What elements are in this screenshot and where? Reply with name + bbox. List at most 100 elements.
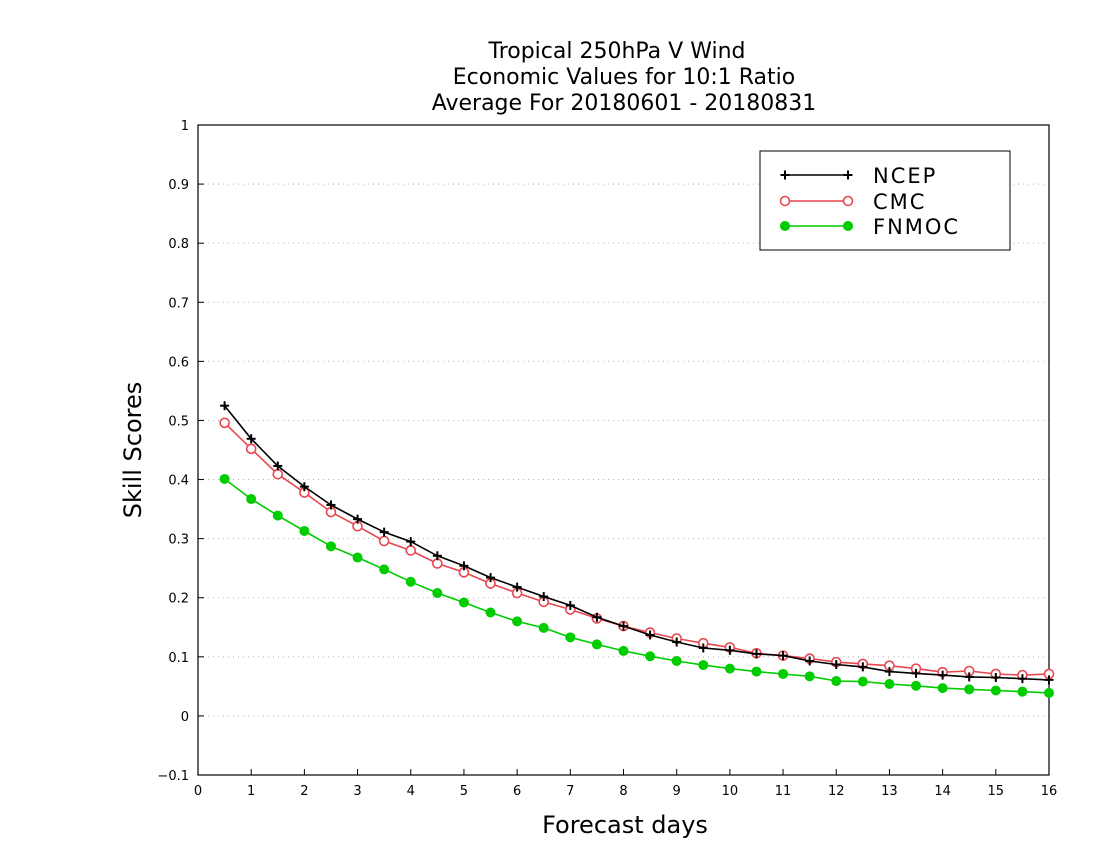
- data-point-ncep: [326, 500, 336, 510]
- data-point-fnmoc: [618, 645, 629, 656]
- data-point-ncep: [645, 630, 655, 640]
- data-point-ncep: [432, 551, 442, 561]
- data-point-fnmoc: [432, 588, 443, 598]
- data-point-fnmoc: [379, 564, 390, 575]
- x-tick-label: 16: [1041, 784, 1058, 799]
- data-point-ncep: [486, 573, 496, 583]
- y-tick-label: 0.2: [168, 592, 189, 607]
- x-tick-label: 7: [566, 784, 574, 799]
- legend-marker: [843, 221, 853, 231]
- chart-title-line-1: Tropical 250hPa V Wind: [487, 39, 745, 64]
- legend-item-ncep: NCEP: [780, 164, 937, 188]
- data-point-ncep: [938, 670, 948, 680]
- data-point-fnmoc: [671, 655, 682, 666]
- data-point-fnmoc: [538, 622, 549, 633]
- x-tick-label: 9: [673, 784, 681, 799]
- y-tick-label: 0.1: [168, 651, 189, 666]
- data-point-fnmoc: [458, 597, 469, 608]
- data-point-ncep: [991, 673, 1001, 682]
- x-tick-label: 4: [407, 784, 415, 799]
- x-tick-label: 12: [828, 784, 845, 799]
- data-point-fnmoc: [299, 525, 310, 536]
- data-point-ncep: [619, 621, 628, 631]
- data-point-ncep: [379, 527, 389, 537]
- data-point-ncep: [1017, 674, 1027, 684]
- data-point-ncep: [805, 656, 815, 666]
- grid-lines: [198, 183, 1049, 717]
- series-line-fnmoc: [224, 478, 1050, 694]
- legend-marker: [780, 221, 790, 231]
- data-point-ncep: [725, 645, 735, 655]
- x-tick-label: 3: [353, 784, 361, 799]
- data-point-cmc: [245, 443, 257, 455]
- data-point-cmc: [219, 417, 230, 429]
- series-line-ncep: [223, 405, 1050, 681]
- data-point-ncep: [964, 672, 974, 682]
- data-point-ncep: [592, 612, 602, 622]
- data-point-ncep: [831, 660, 841, 669]
- data-point-fnmoc: [778, 668, 789, 679]
- data-point-fnmoc: [751, 666, 762, 677]
- y-tick-label: 1: [181, 119, 189, 134]
- data-point-fnmoc: [512, 616, 523, 627]
- data-point-fnmoc: [724, 663, 735, 674]
- y-tick-label: 0.6: [168, 355, 189, 370]
- x-tick-label: 11: [775, 784, 792, 799]
- data-point-fnmoc: [964, 684, 975, 695]
- y-tick-label: 0.3: [168, 533, 189, 548]
- data-point-fnmoc: [884, 679, 895, 689]
- data-point-ncep: [406, 537, 416, 547]
- data-point-fnmoc: [1017, 686, 1028, 697]
- chart-title-line-2: Economic Values for 10:1 Ratio: [453, 65, 795, 90]
- data-point-fnmoc: [1044, 687, 1054, 698]
- data-point-fnmoc: [698, 660, 709, 671]
- data-point-fnmoc: [485, 607, 496, 618]
- data-point-fnmoc: [911, 680, 922, 691]
- chart-title-line-3: Average For 20180601 - 20180831: [432, 91, 817, 116]
- y-tick-label: 0.4: [168, 474, 189, 489]
- plot-frame: [197, 124, 1050, 776]
- data-point-fnmoc: [857, 676, 868, 687]
- x-tick-label: 8: [619, 784, 627, 799]
- data-point-ncep: [911, 668, 921, 678]
- data-point-fnmoc: [352, 552, 363, 563]
- data-point-fnmoc: [565, 632, 576, 643]
- data-point-ncep: [246, 434, 256, 444]
- data-point-fnmoc: [246, 494, 257, 505]
- data-point-fnmoc: [325, 541, 336, 552]
- x-tick-label: 10: [722, 784, 739, 799]
- legend-label-ncep: NCEP: [873, 164, 937, 188]
- y-tick-label: 0.8: [168, 237, 189, 252]
- x-axis-label: Forecast days: [542, 811, 708, 839]
- series-cmc: [219, 417, 1055, 681]
- x-tick-label: 6: [513, 784, 521, 799]
- data-point-fnmoc: [219, 473, 230, 484]
- data-point-ncep: [751, 649, 761, 659]
- legend-label-fnmoc: FNMOC: [873, 215, 960, 239]
- y-tick-label: 0.9: [168, 178, 189, 193]
- series-fnmoc: [219, 473, 1054, 698]
- legend-marker: [842, 195, 854, 207]
- y-tick-label: 0.7: [168, 296, 189, 311]
- data-point-ncep: [512, 582, 522, 592]
- x-tick-label: 1: [247, 784, 255, 799]
- x-tick-label: 5: [460, 784, 468, 799]
- data-point-fnmoc: [272, 510, 283, 521]
- data-point-fnmoc: [645, 651, 656, 662]
- data-series: [219, 401, 1055, 698]
- data-point-fnmoc: [990, 685, 1001, 696]
- data-point-ncep: [672, 637, 682, 647]
- data-point-ncep: [1044, 675, 1054, 685]
- data-point-ncep: [565, 600, 575, 610]
- data-point-ncep: [273, 461, 283, 471]
- data-point-ncep: [299, 482, 309, 492]
- data-point-ncep: [459, 561, 469, 571]
- data-point-ncep: [858, 662, 868, 672]
- series-line-cmc: [224, 422, 1050, 676]
- data-point-ncep: [539, 592, 549, 602]
- legend-marker: [779, 195, 791, 207]
- data-point-cmc: [432, 558, 443, 569]
- x-tick-label: 2: [300, 784, 308, 799]
